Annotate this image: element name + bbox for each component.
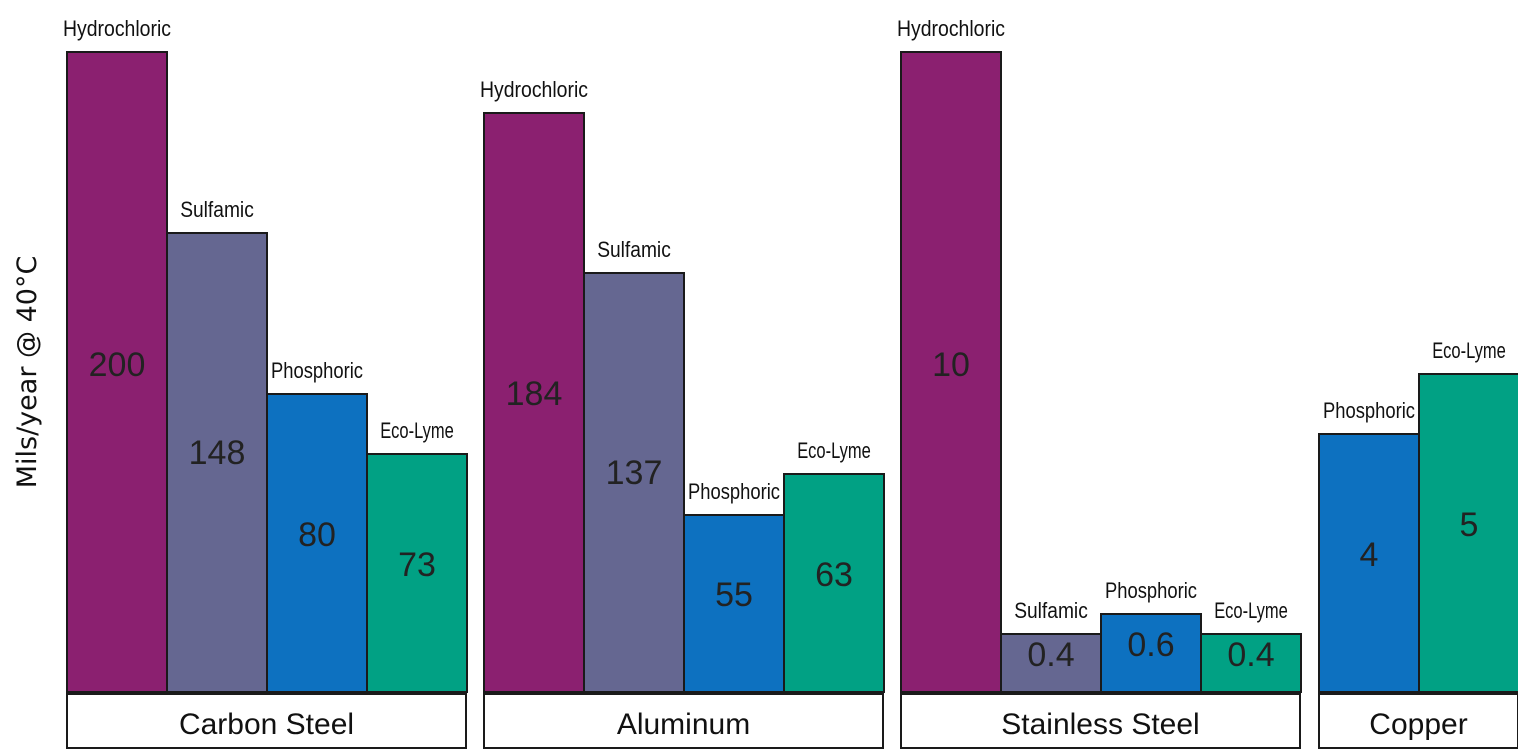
bar-phosphoric — [1318, 433, 1420, 693]
bar-value-label: 184 — [506, 375, 563, 413]
bar-hydrochloric — [900, 51, 1002, 693]
bar-series-label: Hydrochloric — [63, 16, 171, 41]
bar-phosphoric — [266, 393, 368, 693]
bar-value-label: 55 — [715, 576, 753, 614]
bar-value-label: 200 — [89, 346, 146, 384]
bar-sulfamic — [583, 272, 685, 693]
bar-value-label: 137 — [606, 454, 663, 492]
bar-series-label: Hydrochloric — [480, 77, 588, 102]
bar-value-label: 0.4 — [1227, 636, 1274, 674]
bar-hydrochloric — [483, 112, 585, 693]
bar-series-label: Phosphoric — [688, 479, 780, 504]
bar-series-label: Sulfamic — [180, 197, 254, 222]
group-label-box — [483, 693, 884, 749]
group-label: Aluminum — [617, 708, 750, 741]
bar-series-label: Phosphoric — [271, 358, 363, 383]
group-label-box — [900, 693, 1301, 749]
group-stainless-steel: Hydrochloric 10 Sulfamic 0.4 Phosphoric 0.6 Ec… — [897, 16, 1302, 749]
bar-series-label: Sulfamic — [1014, 598, 1088, 623]
group-label-box — [66, 693, 467, 749]
group-label: Copper — [1369, 708, 1467, 741]
bar-series-label: Eco-Lyme — [1214, 598, 1288, 623]
bar-series-label: Eco-Lyme — [1432, 338, 1506, 363]
bar-series-label: Eco-Lyme — [797, 438, 871, 463]
bar-value-label: 10 — [932, 346, 970, 384]
bar-eco-lyme — [366, 453, 468, 693]
group-aluminum: Hydrochloric 184 Sulfamic 137 Phosphoric 55 Ec… — [480, 77, 885, 749]
y-axis-label: Mils/year @ 40°C — [12, 256, 43, 489]
bar-value-label: 0.6 — [1127, 626, 1174, 664]
bar-value-label: 63 — [815, 556, 853, 594]
bar-series-label: Sulfamic — [597, 237, 671, 262]
bar-value-label: 0.4 — [1027, 636, 1074, 674]
group-carbon-steel: Hydrochloric 200 Sulfamic 148 Phosphoric 80 Ec… — [63, 16, 468, 749]
bar-sulfamic — [1000, 633, 1102, 693]
group-copper: Phosphoric 4 Eco-Lyme 5 Copper — [1318, 338, 1518, 749]
bar-sulfamic — [166, 232, 268, 693]
bar-eco-lyme — [1200, 633, 1302, 693]
bar-series-label: Phosphoric — [1323, 398, 1415, 423]
group-label: Stainless Steel — [1001, 708, 1199, 741]
bar-series-label: Hydrochloric — [897, 16, 1005, 41]
bar-value-label: 5 — [1460, 506, 1479, 544]
bar-value-label: 80 — [298, 516, 336, 554]
bar-groups: Hydrochloric 200 Sulfamic 148 Phosphoric 80 Ec… — [63, 16, 1518, 749]
group-label-box — [1318, 693, 1518, 749]
bar-series-label: Phosphoric — [1105, 578, 1197, 603]
bar-eco-lyme — [1418, 373, 1518, 693]
bar-series-label: Eco-Lyme — [380, 418, 454, 443]
bar-value-label: 148 — [189, 434, 246, 472]
bar-hydrochloric — [66, 51, 168, 693]
bar-eco-lyme — [783, 473, 885, 693]
group-label: Carbon Steel — [179, 708, 354, 741]
bar-value-label: 73 — [398, 546, 436, 584]
bar-value-label: 4 — [1360, 536, 1379, 574]
